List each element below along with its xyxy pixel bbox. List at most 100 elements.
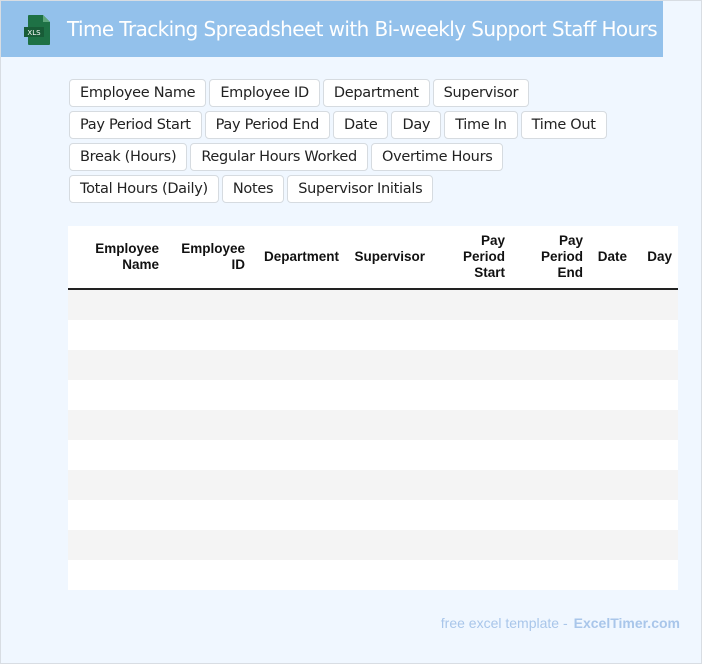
field-tag[interactable]: Time Out xyxy=(520,111,607,139)
table-cell[interactable] xyxy=(68,320,165,350)
table-cell[interactable] xyxy=(165,350,251,380)
table-cell[interactable] xyxy=(251,350,345,380)
table-cell[interactable] xyxy=(431,440,511,470)
table-cell[interactable] xyxy=(68,350,165,380)
table-cell[interactable] xyxy=(589,530,633,560)
table-cell[interactable] xyxy=(165,440,251,470)
table-cell[interactable] xyxy=(589,350,633,380)
table-cell[interactable] xyxy=(68,289,165,320)
field-tag[interactable]: Day xyxy=(391,111,442,139)
table-cell[interactable] xyxy=(345,289,431,320)
table-cell[interactable] xyxy=(511,350,589,380)
table-cell[interactable] xyxy=(251,289,345,320)
table-row xyxy=(68,350,678,380)
table-cell[interactable] xyxy=(251,470,345,500)
table-cell[interactable] xyxy=(589,410,633,440)
table-cell[interactable] xyxy=(345,560,431,590)
table-cell[interactable] xyxy=(345,470,431,500)
table-cell[interactable] xyxy=(431,350,511,380)
table-cell[interactable] xyxy=(633,500,678,530)
table-cell[interactable] xyxy=(165,380,251,410)
table-cell[interactable] xyxy=(68,530,165,560)
table-cell[interactable] xyxy=(633,470,678,500)
field-tag[interactable]: Total Hours (Daily) xyxy=(69,175,219,203)
table-cell[interactable] xyxy=(511,530,589,560)
table-cell[interactable] xyxy=(431,530,511,560)
table-cell[interactable] xyxy=(345,380,431,410)
table-cell[interactable] xyxy=(633,440,678,470)
table-cell[interactable] xyxy=(589,289,633,320)
table-cell[interactable] xyxy=(511,440,589,470)
table-cell[interactable] xyxy=(431,560,511,590)
table-cell[interactable] xyxy=(431,289,511,320)
table-cell[interactable] xyxy=(431,410,511,440)
table-cell[interactable] xyxy=(165,560,251,590)
table-cell[interactable] xyxy=(68,440,165,470)
table-cell[interactable] xyxy=(345,410,431,440)
table-cell[interactable] xyxy=(633,350,678,380)
field-tag[interactable]: Notes xyxy=(221,175,285,203)
table-cell[interactable] xyxy=(251,560,345,590)
table-cell[interactable] xyxy=(511,410,589,440)
table-cell[interactable] xyxy=(633,560,678,590)
table-cell[interactable] xyxy=(345,530,431,560)
table-cell[interactable] xyxy=(251,530,345,560)
table-cell[interactable] xyxy=(251,380,345,410)
field-tag[interactable]: Overtime Hours xyxy=(370,143,504,171)
table-cell[interactable] xyxy=(251,500,345,530)
table-cell[interactable] xyxy=(511,500,589,530)
table-cell[interactable] xyxy=(68,380,165,410)
field-tag[interactable]: Employee ID xyxy=(209,79,320,107)
table-cell[interactable] xyxy=(165,410,251,440)
table-cell[interactable] xyxy=(589,440,633,470)
table-cell[interactable] xyxy=(251,410,345,440)
table-cell[interactable] xyxy=(165,470,251,500)
table-cell[interactable] xyxy=(345,350,431,380)
field-tag[interactable]: Regular Hours Worked xyxy=(190,143,368,171)
table-cell[interactable] xyxy=(633,320,678,350)
table-cell[interactable] xyxy=(589,380,633,410)
field-tag[interactable]: Pay Period End xyxy=(204,111,330,139)
field-tag[interactable]: Time In xyxy=(444,111,518,139)
table-cell[interactable] xyxy=(511,380,589,410)
footer-brand-link[interactable]: ExcelTimer.com xyxy=(573,615,680,631)
field-tag[interactable]: Department xyxy=(322,79,430,107)
table-cell[interactable] xyxy=(431,470,511,500)
table-cell[interactable] xyxy=(345,320,431,350)
field-tag[interactable]: Supervisor Initials xyxy=(287,175,434,203)
header-bar: XLS Time Tracking Spreadsheet with Bi-we… xyxy=(1,1,663,57)
table-cell[interactable] xyxy=(589,500,633,530)
table-cell[interactable] xyxy=(511,320,589,350)
table-cell[interactable] xyxy=(431,380,511,410)
table-cell[interactable] xyxy=(431,500,511,530)
table-cell[interactable] xyxy=(431,320,511,350)
table-cell[interactable] xyxy=(589,470,633,500)
table-cell[interactable] xyxy=(251,320,345,350)
table-cell[interactable] xyxy=(345,440,431,470)
table-cell[interactable] xyxy=(633,289,678,320)
table-cell[interactable] xyxy=(165,320,251,350)
table-cell[interactable] xyxy=(68,560,165,590)
table-cell[interactable] xyxy=(165,500,251,530)
table-cell[interactable] xyxy=(251,440,345,470)
table-header-row: Employee Name Employee ID Department Superv… xyxy=(68,226,678,290)
field-tag[interactable]: Employee Name xyxy=(69,79,207,107)
table-cell[interactable] xyxy=(68,410,165,440)
table-cell[interactable] xyxy=(345,500,431,530)
table-cell[interactable] xyxy=(633,410,678,440)
table-cell[interactable] xyxy=(165,530,251,560)
table-cell[interactable] xyxy=(511,470,589,500)
table-cell[interactable] xyxy=(68,470,165,500)
field-tag[interactable]: Pay Period Start xyxy=(69,111,202,139)
table-cell[interactable] xyxy=(633,380,678,410)
table-cell[interactable] xyxy=(68,500,165,530)
table-cell[interactable] xyxy=(511,560,589,590)
field-tag[interactable]: Break (Hours) xyxy=(69,143,188,171)
table-cell[interactable] xyxy=(511,289,589,320)
table-cell[interactable] xyxy=(165,289,251,320)
table-cell[interactable] xyxy=(633,530,678,560)
field-tag[interactable]: Supervisor xyxy=(432,79,530,107)
field-tag[interactable]: Date xyxy=(332,111,389,139)
table-cell[interactable] xyxy=(589,560,633,590)
table-cell[interactable] xyxy=(589,320,633,350)
